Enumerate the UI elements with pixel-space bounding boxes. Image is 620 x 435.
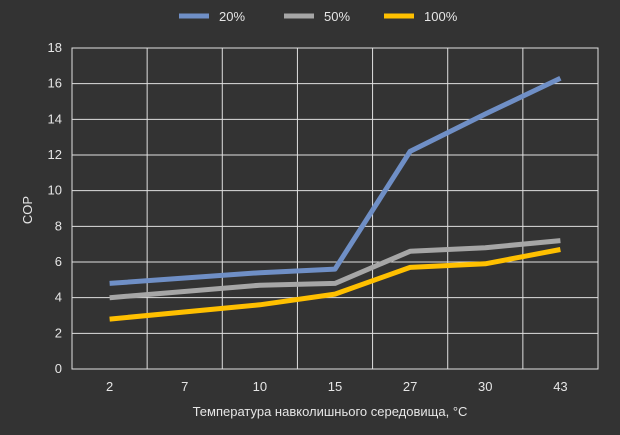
y-tick-label: 14: [48, 111, 62, 126]
series-line-20pct: [109, 76, 562, 286]
x-tick-label: 15: [328, 379, 342, 394]
y-tick-label: 2: [55, 325, 62, 340]
legend-label: 50%: [324, 9, 350, 24]
y-tick-label: 10: [48, 183, 62, 198]
series-line-100pct: [109, 247, 561, 322]
legend: 20% 50% 100%: [179, 9, 458, 24]
x-axis-tick-labels: 2 7 10 15 27 30 43: [106, 379, 568, 394]
x-tick-label: 43: [553, 379, 567, 394]
x-tick-label: 2: [106, 379, 113, 394]
y-tick-label: 4: [55, 290, 62, 305]
x-tick-label: 10: [253, 379, 267, 394]
y-axis-title: COP: [20, 196, 35, 224]
y-tick-label: 16: [48, 76, 62, 91]
y-tick-label: 12: [48, 147, 62, 162]
legend-label: 20%: [219, 9, 245, 24]
y-tick-label: 18: [48, 40, 62, 55]
y-tick-label: 8: [55, 218, 62, 233]
y-axis-tick-labels: 0 2 4 6 8 10 12 14 16 18: [48, 40, 62, 376]
x-tick-label: 27: [403, 379, 417, 394]
x-tick-label: 30: [478, 379, 492, 394]
y-tick-label: 0: [55, 361, 62, 376]
legend-label: 100%: [424, 9, 458, 24]
series-line-50pct: [109, 238, 561, 301]
plot-grid: [71, 47, 599, 370]
plot-series: [109, 76, 562, 322]
x-axis-title: Температура навколишнього середовища, °C: [193, 404, 468, 419]
y-tick-label: 6: [55, 254, 62, 269]
x-tick-label: 7: [181, 379, 188, 394]
plot-frame: [71, 47, 599, 370]
